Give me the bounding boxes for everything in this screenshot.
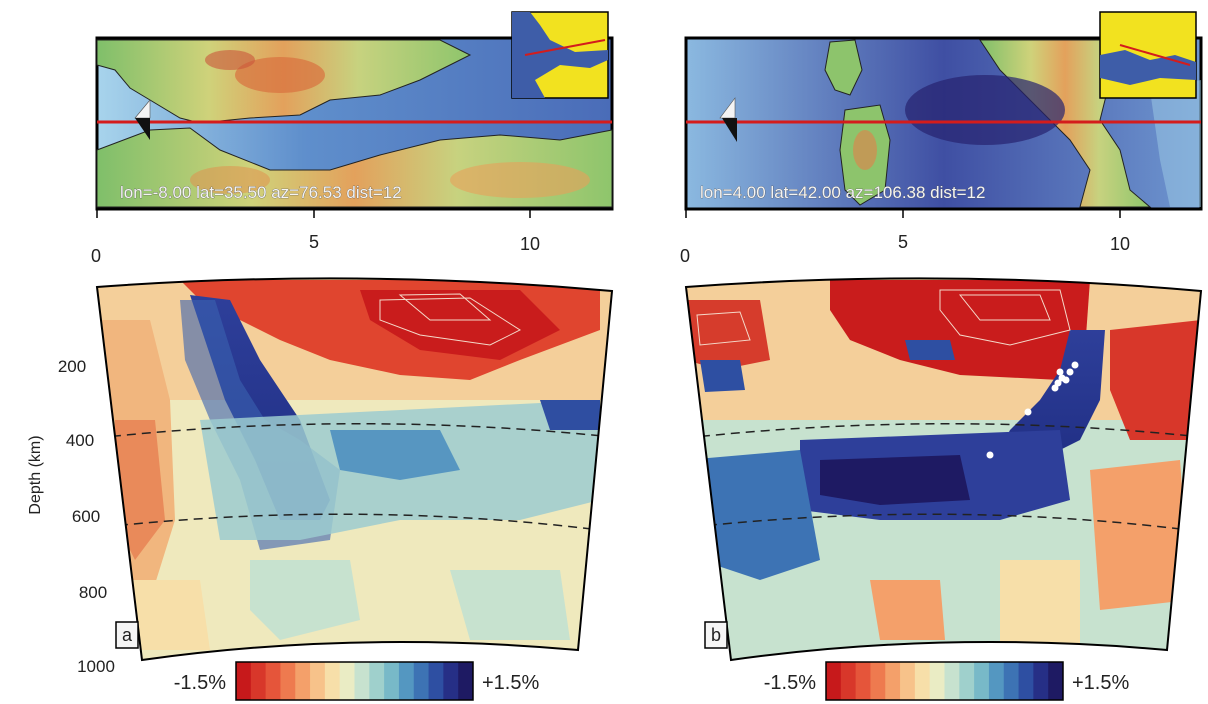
colorbar-swatch	[914, 662, 931, 700]
colorbar-swatch	[369, 662, 385, 700]
colorbar-swatches	[826, 662, 1064, 700]
colorbar-min-label: -1.5%	[174, 672, 226, 694]
colorbar-swatch	[944, 662, 960, 700]
panel-letter-b: b	[711, 625, 721, 645]
colorbar-swatch	[265, 662, 281, 700]
discontinuity-410	[97, 423, 612, 439]
depth-tick-label: 200	[58, 357, 86, 376]
colorbar-swatch	[250, 662, 267, 700]
colorbar-swatch	[855, 662, 871, 700]
colorbar-swatch	[959, 662, 975, 700]
panel-a: lon=-8.00 lat=35.50 az=76.53 dist=12 0 5…	[27, 11, 614, 701]
north-arrow-icon	[719, 97, 737, 142]
colorbar-swatch	[988, 662, 1005, 700]
map-label-b: lon=4.00 lat=42.00 az=106.38 dist=12	[700, 183, 985, 202]
colorbar-swatch	[310, 662, 326, 700]
colorbar-swatch	[1018, 662, 1034, 700]
map-a: lon=-8.00 lat=35.50 az=76.53 dist=12	[95, 11, 614, 211]
panel-b: lon=4.00 lat=42.00 az=106.38 dist=12 0 5…	[680, 11, 1203, 701]
north-arrow-icon	[134, 99, 151, 140]
colorbar-swatch	[339, 662, 355, 700]
colorbar-max-label: +1.5%	[482, 672, 539, 694]
colorbar-b: -1.5% +1.5%	[764, 661, 1129, 701]
x-tick-label: 5	[898, 232, 908, 252]
depth-axis-title: Depth (km)	[27, 435, 44, 514]
discontinuity-410	[686, 423, 1201, 439]
depth-tick-label: 800	[79, 583, 107, 602]
inset-map-a	[511, 11, 609, 99]
depth-axis: Depth (km) 200 400 600 800 1000	[27, 357, 115, 676]
depth-tick-label: 600	[72, 507, 100, 526]
x-tick-label: 0	[91, 246, 101, 266]
earthquake-hypocenters	[986, 361, 1079, 459]
x-tick-label: 10	[1110, 234, 1130, 254]
colorbar-min-label: -1.5%	[764, 672, 816, 694]
colorbar-swatch	[413, 662, 430, 700]
colorbar-swatch	[840, 662, 857, 700]
cross-section-b: b	[684, 277, 1203, 662]
x-tick-label: 10	[520, 234, 540, 254]
depth-tick-label: 1000	[77, 657, 115, 676]
colorbar-swatch	[1033, 662, 1049, 700]
depth-tick-label: 400	[66, 431, 94, 450]
colorbar-swatch	[236, 662, 252, 700]
panel-letter-a: a	[122, 625, 133, 645]
map-b: lon=4.00 lat=42.00 az=106.38 dist=12	[684, 11, 1203, 211]
colorbar-a: -1.5% +1.5%	[174, 661, 539, 701]
inset-map-b	[1099, 11, 1197, 99]
x-axis-a: 0 5 10	[91, 209, 540, 266]
colorbar-swatch	[324, 662, 341, 700]
colorbar-swatch	[826, 662, 842, 700]
colorbar-swatch	[870, 662, 886, 700]
colorbar-swatch	[900, 662, 916, 700]
colorbar-swatch	[458, 662, 474, 700]
colorbar-swatch	[974, 662, 990, 700]
x-axis-b: 0 5 10	[680, 209, 1130, 266]
colorbar-swatch	[354, 662, 370, 700]
colorbar-swatch	[1048, 662, 1064, 700]
x-tick-label: 5	[309, 232, 319, 252]
colorbar-swatches	[236, 662, 474, 700]
colorbar-swatch	[398, 662, 415, 700]
colorbar-swatch	[384, 662, 400, 700]
colorbar-swatch	[443, 662, 459, 700]
colorbar-swatch	[295, 662, 311, 700]
colorbar-swatch	[885, 662, 901, 700]
colorbar-swatch	[428, 662, 444, 700]
x-tick-label: 0	[680, 246, 690, 266]
colorbar-swatch	[929, 662, 945, 700]
map-label-a: lon=-8.00 lat=35.50 az=76.53 dist=12	[120, 183, 402, 202]
cross-section-a: a	[95, 277, 614, 662]
colorbar-max-label: +1.5%	[1072, 672, 1129, 694]
colorbar-swatch	[1003, 662, 1020, 700]
colorbar-swatch	[280, 662, 296, 700]
